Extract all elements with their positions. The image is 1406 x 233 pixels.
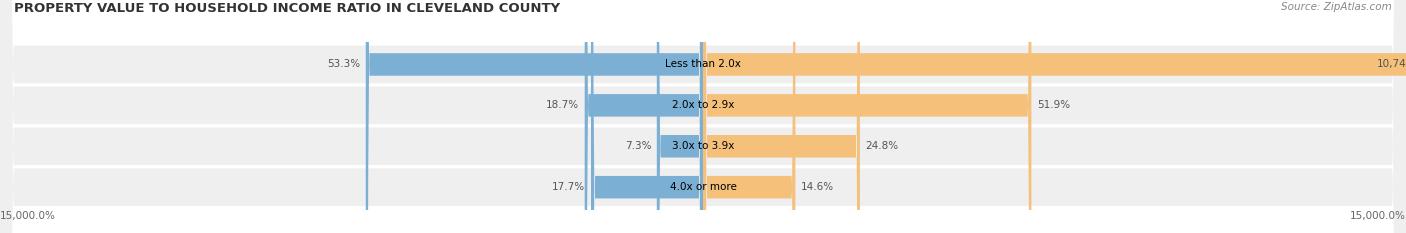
FancyBboxPatch shape bbox=[703, 0, 1406, 233]
Text: 14.6%: 14.6% bbox=[801, 182, 834, 192]
Text: 15,000.0%: 15,000.0% bbox=[1350, 211, 1406, 221]
Text: 18.7%: 18.7% bbox=[546, 100, 579, 110]
Text: 10,749.8%: 10,749.8% bbox=[1376, 59, 1406, 69]
FancyBboxPatch shape bbox=[366, 0, 703, 233]
FancyBboxPatch shape bbox=[657, 0, 703, 233]
Text: 17.7%: 17.7% bbox=[553, 182, 585, 192]
Text: 3.0x to 3.9x: 3.0x to 3.9x bbox=[672, 141, 734, 151]
FancyBboxPatch shape bbox=[585, 0, 703, 233]
Text: 2.0x to 2.9x: 2.0x to 2.9x bbox=[672, 100, 734, 110]
Text: 4.0x or more: 4.0x or more bbox=[669, 182, 737, 192]
FancyBboxPatch shape bbox=[591, 0, 703, 233]
FancyBboxPatch shape bbox=[703, 0, 1032, 233]
Text: 24.8%: 24.8% bbox=[866, 141, 898, 151]
Text: 53.3%: 53.3% bbox=[328, 59, 360, 69]
Text: Less than 2.0x: Less than 2.0x bbox=[665, 59, 741, 69]
FancyBboxPatch shape bbox=[703, 0, 860, 233]
Text: 51.9%: 51.9% bbox=[1038, 100, 1070, 110]
Text: 7.3%: 7.3% bbox=[624, 141, 651, 151]
FancyBboxPatch shape bbox=[703, 0, 796, 233]
Text: PROPERTY VALUE TO HOUSEHOLD INCOME RATIO IN CLEVELAND COUNTY: PROPERTY VALUE TO HOUSEHOLD INCOME RATIO… bbox=[14, 2, 560, 15]
Text: 15,000.0%: 15,000.0% bbox=[0, 211, 56, 221]
Text: Source: ZipAtlas.com: Source: ZipAtlas.com bbox=[1281, 2, 1392, 12]
